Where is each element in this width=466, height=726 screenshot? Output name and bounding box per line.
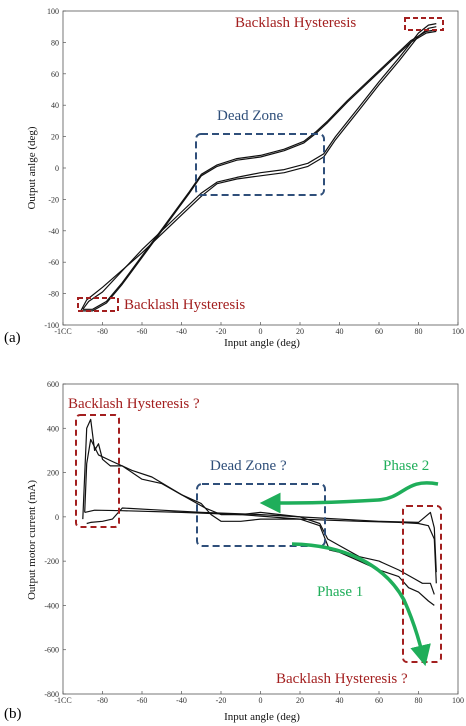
y-axis-label-a: Output anlge (deg) — [26, 126, 38, 209]
series-line-a-3 — [82, 23, 437, 310]
series-line-b-1 — [82, 418, 435, 606]
x-tick-label-b: 0 — [259, 696, 263, 705]
x-tick-label-b: -80 — [97, 696, 108, 705]
ticks-a: -1CC -80 -60 -40 -20 0 20 40 60 80 100 -100 -80 -60 -4… — [44, 7, 464, 336]
x-tick-label-a: -80 — [97, 327, 108, 336]
dead-zone-box — [195, 133, 325, 196]
backlash-label-bottom: Backlash Hysteresis — [124, 297, 245, 313]
x-tick-label-b: 40 — [336, 696, 344, 705]
y-tick-label-a: -100 — [44, 321, 59, 330]
x-tick-label-a: 80 — [415, 327, 423, 336]
x-tick-label-a: -20 — [216, 327, 227, 336]
x-tick-label-a: 60 — [375, 327, 383, 336]
x-tick-label-a: 0 — [259, 327, 263, 336]
y-tick-label-b: 400 — [47, 424, 59, 433]
series-line-a-2 — [80, 30, 437, 312]
series-line-b-3 — [84, 509, 437, 584]
x-tick-label-b: -40 — [176, 696, 187, 705]
x-tick-label-a: 100 — [452, 327, 464, 336]
x-tick-label-b: -1CC — [54, 696, 71, 705]
x-tick-label-b: -60 — [137, 696, 148, 705]
x-tick-label-a: -1CC — [54, 327, 71, 336]
y-tick-label-b: 0 — [55, 513, 59, 522]
x-axis-label-a: Input angle (deg) — [224, 337, 300, 349]
x-tick-label-b: 60 — [375, 696, 383, 705]
x-tick-label-b: 20 — [296, 696, 304, 705]
y-tick-label-b: -200 — [44, 557, 59, 566]
dead-zone-box-b — [196, 483, 326, 547]
backlash-label-right: Backlash Hysteresis ? — [276, 671, 408, 687]
y-tick-label-b: 600 — [47, 380, 59, 389]
y-tick-label-a: 20 — [51, 133, 59, 142]
chart-b: -1CC -80 -60 -40 -20 0 20 40 60 80 100-800-600-400… — [4, 380, 464, 723]
panel-label-b: (b) — [4, 706, 22, 722]
x-axis-label-b: Input angle (deg) — [224, 711, 300, 723]
chart-a: -1CC -80 -60 -40 -20 0 20 40 60 80 100 -100 -80 -60 -4… — [4, 7, 464, 349]
y-tick-label-b: 200 — [47, 469, 59, 478]
y-tick-label-b: -400 — [44, 601, 59, 610]
y-tick-label-a: 100 — [47, 7, 59, 16]
traces-a — [80, 23, 437, 312]
x-tick-label-b: -20 — [216, 696, 227, 705]
y-axis-label-b: Output motor current (mA) — [26, 480, 38, 600]
y-tick-label-b: -600 — [44, 646, 59, 655]
y-tick-label-a: 80 — [51, 38, 59, 47]
y-tick-label-a: -80 — [48, 290, 59, 299]
series-line-b-2 — [84, 438, 435, 595]
backlash-box-left — [75, 414, 120, 528]
x-tick-label-a: -40 — [176, 327, 187, 336]
backlash-label-left: Backlash Hysteresis ? — [68, 396, 200, 412]
phase-2-label: Phase 2 — [383, 458, 429, 474]
y-tick-label-a: 60 — [51, 70, 59, 79]
phase-1-label: Phase 1 — [317, 584, 363, 600]
x-tick-label-a: 40 — [336, 327, 344, 336]
backlash-label-top: Backlash Hysteresis — [235, 15, 356, 31]
series-line-a-4 — [82, 29, 437, 310]
phase-2-arrow — [259, 481, 439, 514]
y-tick-label-a: 0 — [55, 164, 59, 173]
backlash-box-right — [402, 505, 442, 663]
x-tick-label-b: 100 — [452, 696, 464, 705]
backlash-box-bottom — [77, 297, 119, 312]
dead-zone-label: Dead Zone — [217, 108, 284, 124]
plot-frame-b — [62, 383, 459, 695]
x-tick-label-a: -60 — [137, 327, 148, 336]
y-tick-label-a: 40 — [51, 101, 59, 110]
phase-1-arrow — [291, 542, 431, 667]
series-line-a-1 — [80, 26, 437, 312]
series-line-b-4 — [86, 507, 437, 573]
ticks-b: -1CC -80 -60 -40 -20 0 20 40 60 80 100-800-600-400… — [44, 380, 464, 705]
dead-zone-label-b: Dead Zone ? — [210, 458, 287, 474]
panel-label-a: (a) — [4, 330, 21, 346]
x-tick-label-a: 20 — [296, 327, 304, 336]
x-tick-label-b: 80 — [415, 696, 423, 705]
backlash-box-top — [404, 17, 444, 31]
traces-b — [82, 418, 437, 606]
y-tick-label-b: -800 — [44, 690, 59, 699]
y-tick-label-a: -40 — [48, 227, 59, 236]
y-tick-label-a: -60 — [48, 258, 59, 267]
y-tick-label-a: -20 — [48, 195, 59, 204]
